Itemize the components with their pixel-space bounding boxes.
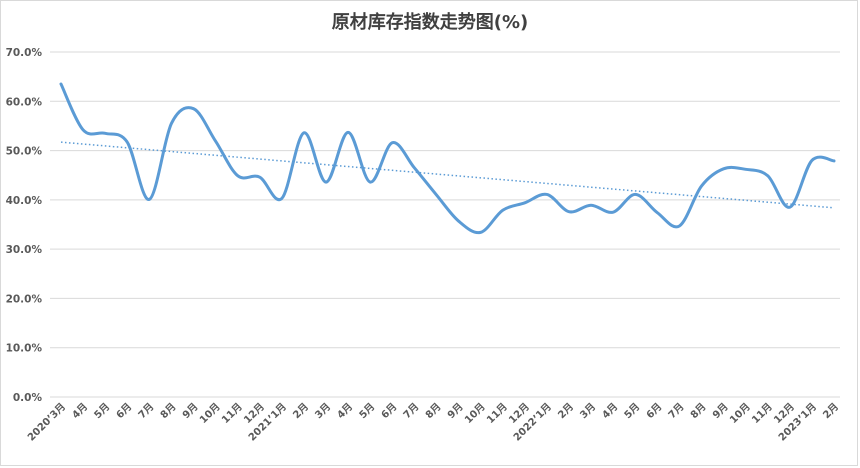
x-tick-label: 5月: [622, 401, 642, 421]
x-tick-label: 10月: [462, 401, 487, 426]
x-tick-label: 3月: [313, 401, 333, 421]
y-tick-label: 70.0%: [6, 47, 43, 59]
x-tick-label: 7月: [136, 401, 156, 421]
series-line: [59, 82, 836, 235]
x-tick-label: 2月: [821, 401, 841, 421]
x-tick-label: 6月: [114, 401, 134, 421]
y-axis-ticks: 0.0% 10.0% 20.0% 30.0% 40.0% 50.0% 60.0% 70.0%: [6, 47, 43, 404]
x-tick-label: 6月: [379, 401, 399, 421]
x-tick-label: 5月: [92, 401, 112, 421]
y-tick-label: 60.0%: [6, 96, 43, 108]
y-tick-label: 30.0%: [6, 244, 43, 256]
data-points: [59, 82, 836, 234]
y-tick-label: 50.0%: [6, 146, 43, 158]
x-tick-label: 11月: [219, 401, 244, 426]
x-tick-label: 6月: [644, 401, 664, 421]
x-tick-label: 11月: [484, 401, 509, 426]
x-tick-label: 11月: [749, 401, 774, 426]
x-tick-label: 5月: [357, 401, 377, 421]
chart-title: 原材库存指数走势图(%): [331, 12, 529, 33]
x-tick-label: 8月: [688, 401, 708, 421]
x-tick-label: 4月: [70, 401, 90, 421]
x-tick-label: 4月: [335, 401, 355, 421]
x-tick-label: 8月: [158, 401, 178, 421]
x-tick-label: 2月: [556, 401, 576, 421]
x-tick-label: 10月: [727, 401, 752, 426]
x-tick-label: 8月: [423, 401, 443, 421]
x-tick-label: 3月: [578, 401, 598, 421]
trendline: [60, 141, 835, 209]
x-tick-label: 2020’3月: [25, 401, 68, 444]
x-tick-label: 7月: [666, 401, 686, 421]
x-tick-label: 4月: [600, 401, 620, 421]
y-tick-label: 10.0%: [6, 343, 43, 355]
y-tick-label: 40.0%: [6, 195, 43, 207]
x-tick-label: 7月: [401, 401, 421, 421]
gridlines: [50, 51, 840, 349]
y-tick-label: 20.0%: [6, 293, 43, 305]
x-tick-label: 10月: [197, 401, 222, 426]
x-tick-label: 2月: [291, 401, 311, 421]
y-tick-label: 0.0%: [13, 392, 43, 404]
